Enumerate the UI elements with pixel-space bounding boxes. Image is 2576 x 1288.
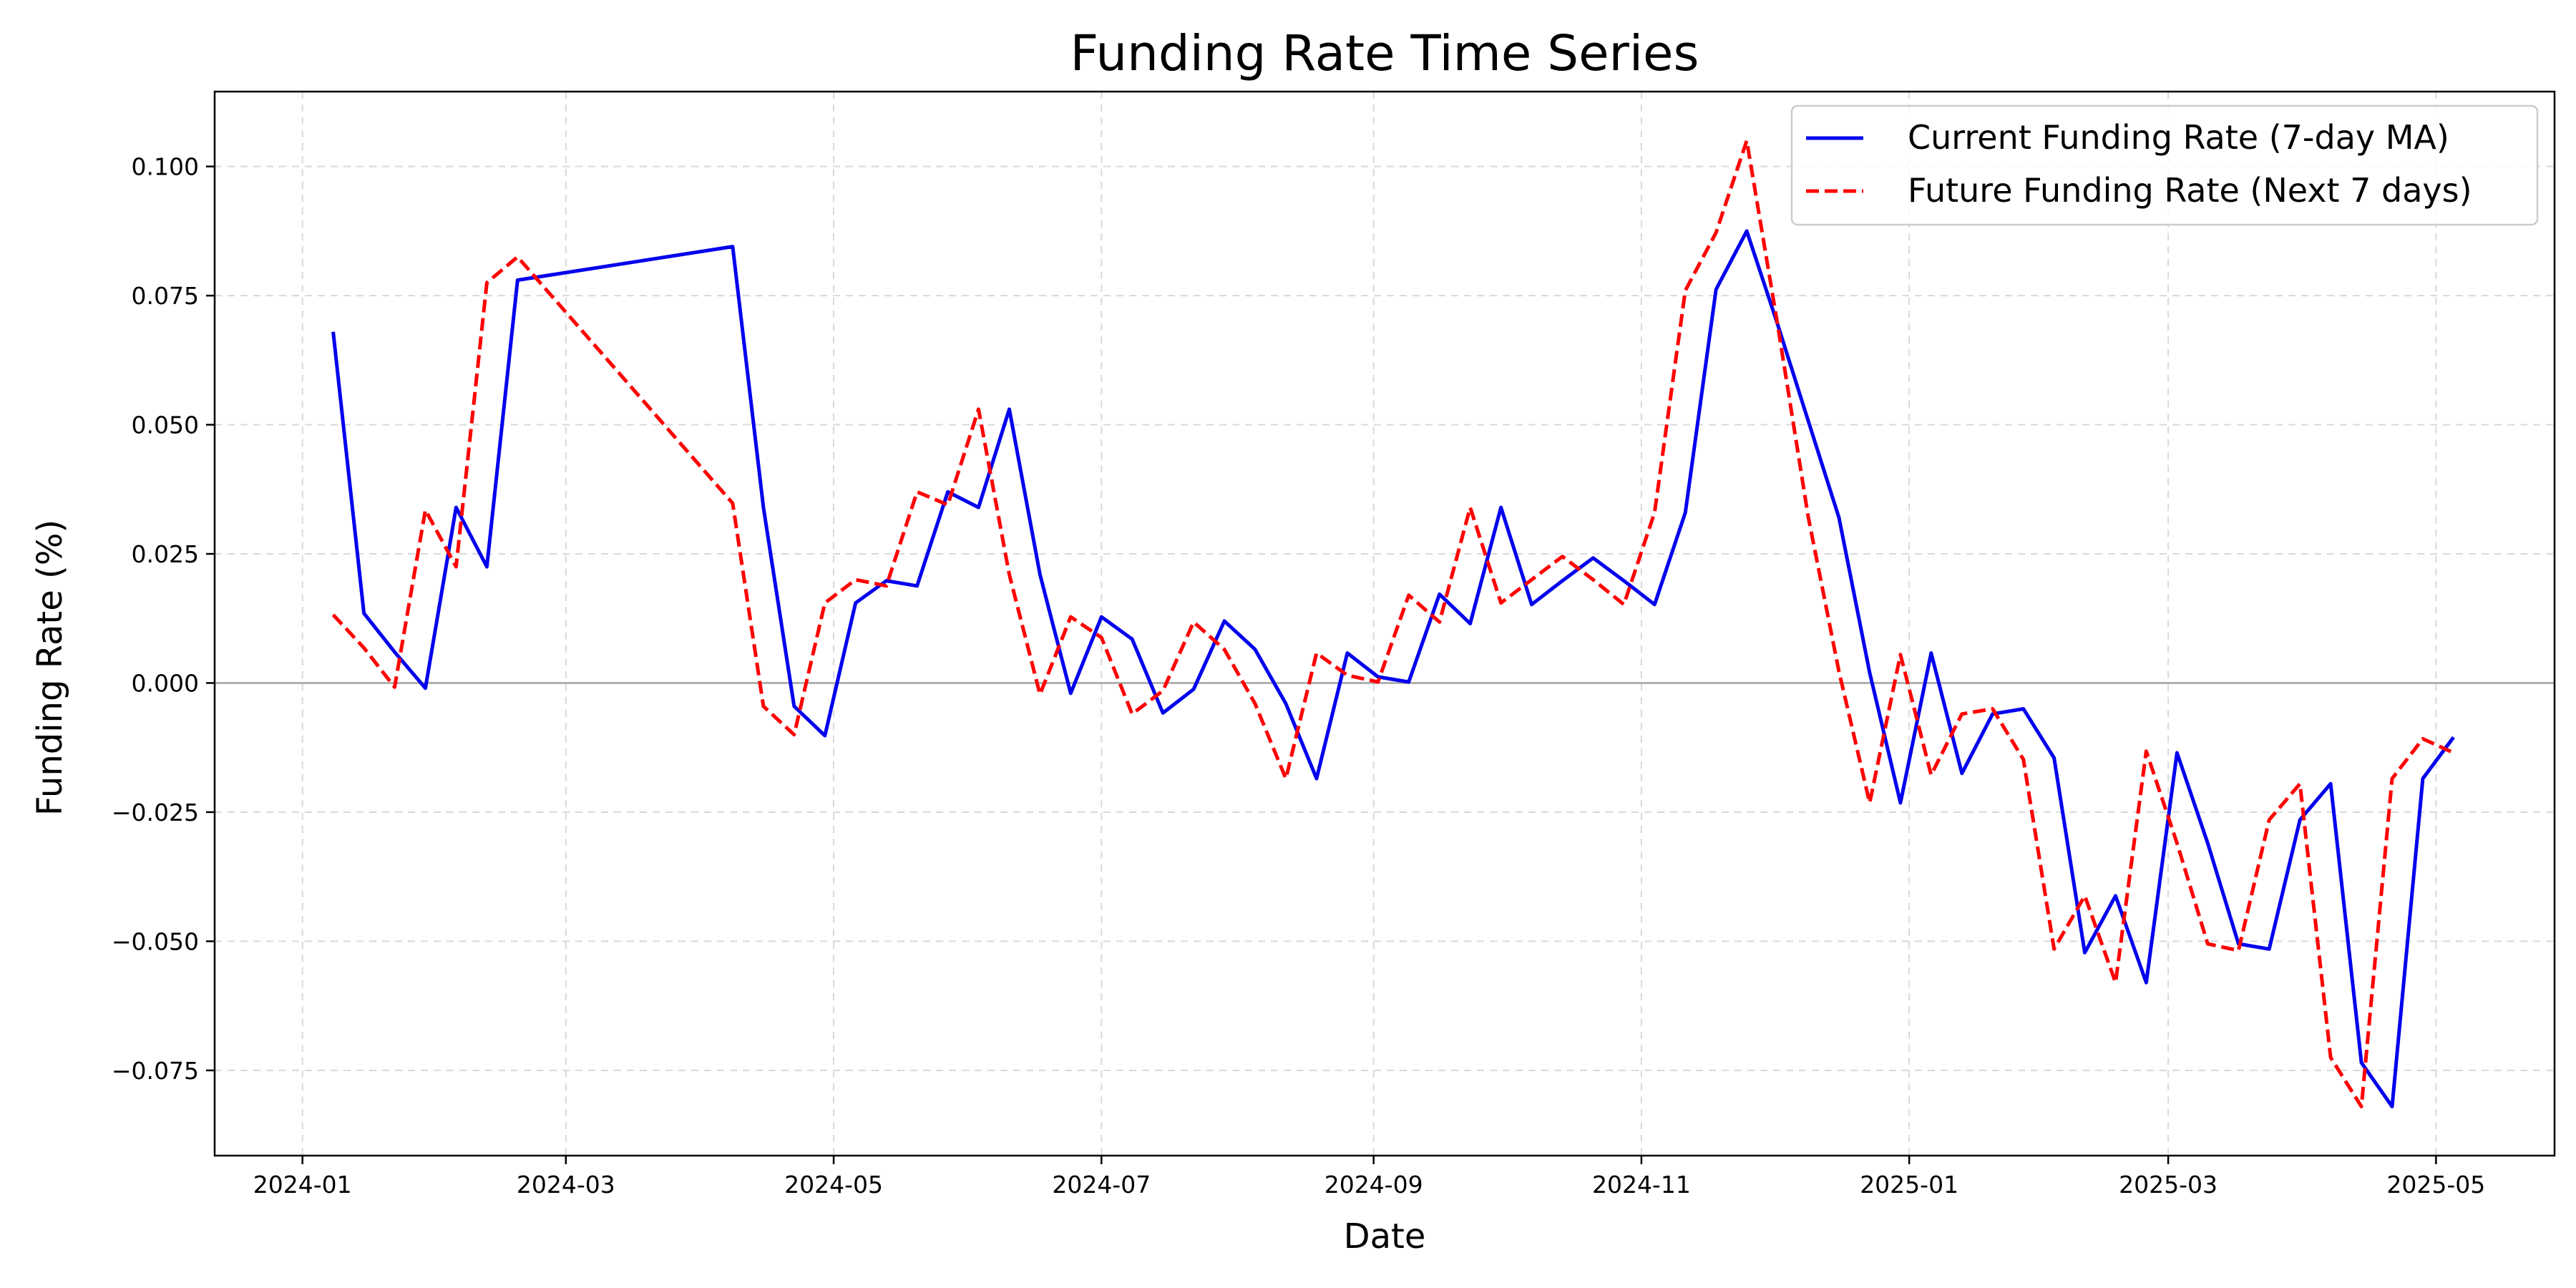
legend-label-current: Current Funding Rate (7-day MA) <box>1908 118 2449 157</box>
y-axis-ticks: 0.100 0.075 0.050 0.025 0.000 −0.025 −0.050 −0.… <box>112 153 215 1085</box>
x-tick-label: 2024-11 <box>1592 1171 1691 1199</box>
legend-box <box>1790 104 2539 226</box>
y-tick-label: −0.050 <box>112 927 199 955</box>
future-funding-rate-line <box>331 139 2454 1108</box>
x-tick-label: 2024-01 <box>253 1171 352 1199</box>
x-tick-label: 2024-07 <box>1052 1171 1151 1199</box>
x-tick-label: 2024-05 <box>784 1171 883 1199</box>
x-tick-label: 2025-03 <box>2119 1171 2218 1199</box>
y-tick-label: 0.075 <box>132 282 199 310</box>
y-tick-label: −0.075 <box>112 1057 199 1085</box>
legend: Current Funding Rate (7-day MA) Future F… <box>1790 104 2539 226</box>
x-axis-label: Date <box>1344 1216 1426 1257</box>
x-tick-label: 2024-09 <box>1324 1171 1423 1199</box>
series-lines <box>331 139 2455 1108</box>
grid-lines <box>215 92 2555 1156</box>
y-tick-label: 0.050 <box>132 411 199 439</box>
y-axis-label: Funding Rate (%) <box>30 519 70 816</box>
y-tick-label: 0.000 <box>132 670 199 698</box>
current-funding-rate-line <box>331 229 2455 1108</box>
chart-title: Funding Rate Time Series <box>1070 25 1699 82</box>
plot-area-frame <box>213 90 2556 1157</box>
x-tick-label: 2024-03 <box>517 1171 615 1199</box>
x-axis-ticks: 2024-01 2024-03 2024-05 2024-07 2024-09 2024-… <box>253 1156 2485 1199</box>
y-tick-label: 0.025 <box>132 540 199 568</box>
y-tick-label: −0.025 <box>112 799 199 826</box>
x-tick-label: 2025-01 <box>1860 1171 1958 1199</box>
legend-label-future: Future Funding Rate (Next 7 days) <box>1908 171 2472 210</box>
x-tick-label: 2025-05 <box>2386 1171 2485 1199</box>
y-tick-label: 0.100 <box>132 153 199 181</box>
